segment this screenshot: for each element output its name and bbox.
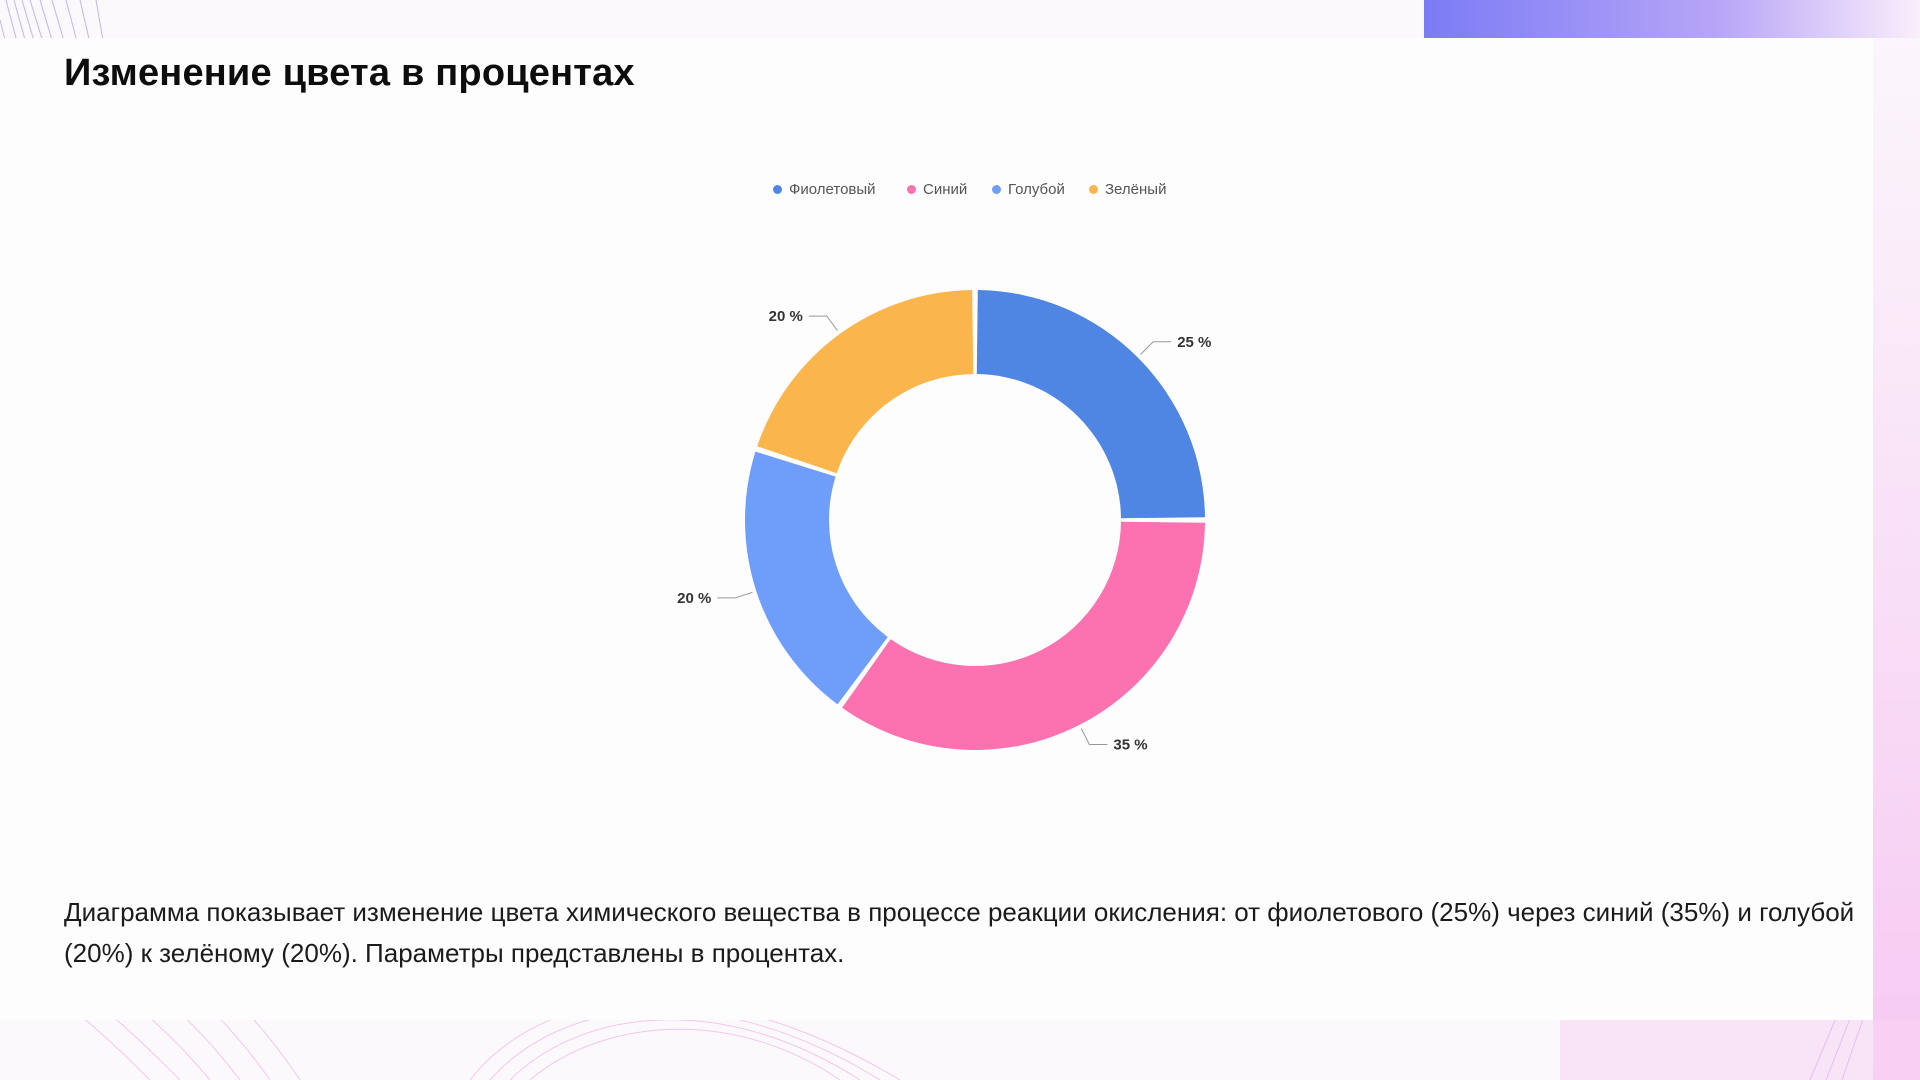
legend-dot [773,184,782,194]
legend-dot [1089,184,1098,194]
legend-item-violet: Фиолетовый [773,177,876,201]
bottom-right-accent [1560,1020,1920,1080]
data-label: 20 % [769,308,803,325]
slice-light-blue [745,451,888,705]
chart-legend: Фиолетовый Синий Голубой Зелёный [0,177,1920,201]
right-accent-bar [1873,38,1920,1080]
data-label-leader [1080,728,1108,746]
legend-item-light-blue: Голубой [992,177,1065,201]
data-label: 20 % [677,590,711,607]
legend-item-blue: Синий [907,177,967,201]
data-label-leader [1140,341,1172,355]
slice-blue [842,521,1205,750]
legend-label: Зелёный [1105,180,1167,198]
legend-label: Фиолетовый [789,180,876,198]
content-card [0,38,1873,1020]
slice-green [757,290,974,474]
data-label-leader [717,591,753,599]
top-accent-bar [1424,0,1920,38]
slice-violet [976,290,1205,519]
legend-dot [992,184,1001,194]
data-label: 35 % [1113,737,1147,754]
legend-item-green: Зелёный [1089,177,1166,201]
data-label-leader [808,315,838,331]
page-title: Изменение цвета в процентах [64,52,635,94]
chart-description: Диаграмма показывает изменение цвета хим… [64,897,1855,968]
data-label: 25 % [1177,334,1211,351]
legend-dot [907,184,916,194]
legend-label: Синий [923,180,968,198]
legend-label: Голубой [1008,180,1065,198]
